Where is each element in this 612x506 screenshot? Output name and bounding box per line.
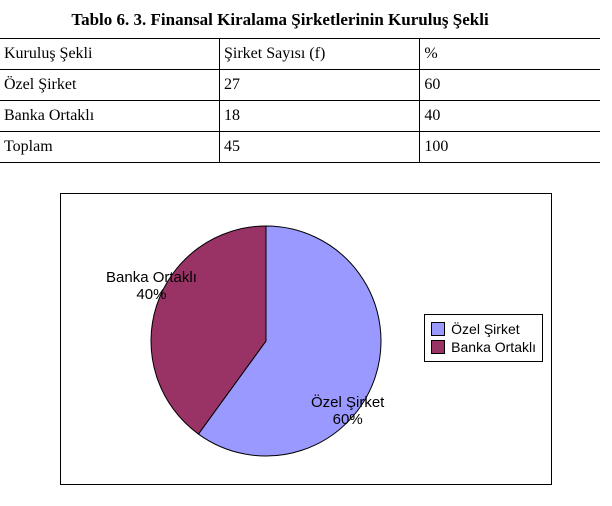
table-row: Özel Şirket 27 60 — [0, 70, 600, 101]
cell: 18 — [219, 101, 419, 132]
cell: Banka Ortaklı — [0, 101, 219, 132]
cell: Toplam — [0, 132, 219, 163]
pie-label-pct: 60% — [333, 411, 363, 428]
col-header-percent: % — [420, 39, 600, 70]
cell: 45 — [219, 132, 419, 163]
legend-label: Banka Ortaklı — [451, 339, 536, 355]
cell: 60 — [420, 70, 600, 101]
legend: Özel Şirket Banka Ortaklı — [424, 314, 543, 362]
legend-swatch-icon — [431, 340, 445, 354]
pie-label-name: Banka Ortaklı — [106, 269, 197, 286]
table-row: Toplam 45 100 — [0, 132, 600, 163]
pie-chart — [141, 216, 391, 466]
legend-label: Özel Şirket — [451, 321, 519, 337]
pie-chart-container: Banka Ortaklı 40% Özel Şirket 60% Özel Ş… — [60, 193, 552, 485]
cell: Özel Şirket — [0, 70, 219, 101]
legend-item: Özel Şirket — [431, 321, 536, 337]
legend-swatch-icon — [431, 322, 445, 336]
cell: 27 — [219, 70, 419, 101]
cell: 100 — [420, 132, 600, 163]
pie-label-name: Özel Şirket — [311, 394, 384, 411]
cell: 40 — [420, 101, 600, 132]
table-row: Banka Ortaklı 18 40 — [0, 101, 600, 132]
col-header-sayisi: Şirket Sayısı (f) — [219, 39, 419, 70]
legend-item: Banka Ortaklı — [431, 339, 536, 355]
pie-label-ozel: Özel Şirket 60% — [311, 394, 384, 429]
pie-label-banka: Banka Ortaklı 40% — [106, 269, 197, 304]
table-title: Tablo 6. 3. Finansal Kiralama Şirketleri… — [0, 10, 560, 30]
pie-label-pct: 40% — [136, 286, 166, 303]
col-header-kurulus: Kuruluş Şekli — [0, 39, 219, 70]
page: Tablo 6. 3. Finansal Kiralama Şirketleri… — [0, 0, 612, 506]
data-table: Kuruluş Şekli Şirket Sayısı (f) % Özel Ş… — [0, 38, 600, 163]
table-header-row: Kuruluş Şekli Şirket Sayısı (f) % — [0, 39, 600, 70]
